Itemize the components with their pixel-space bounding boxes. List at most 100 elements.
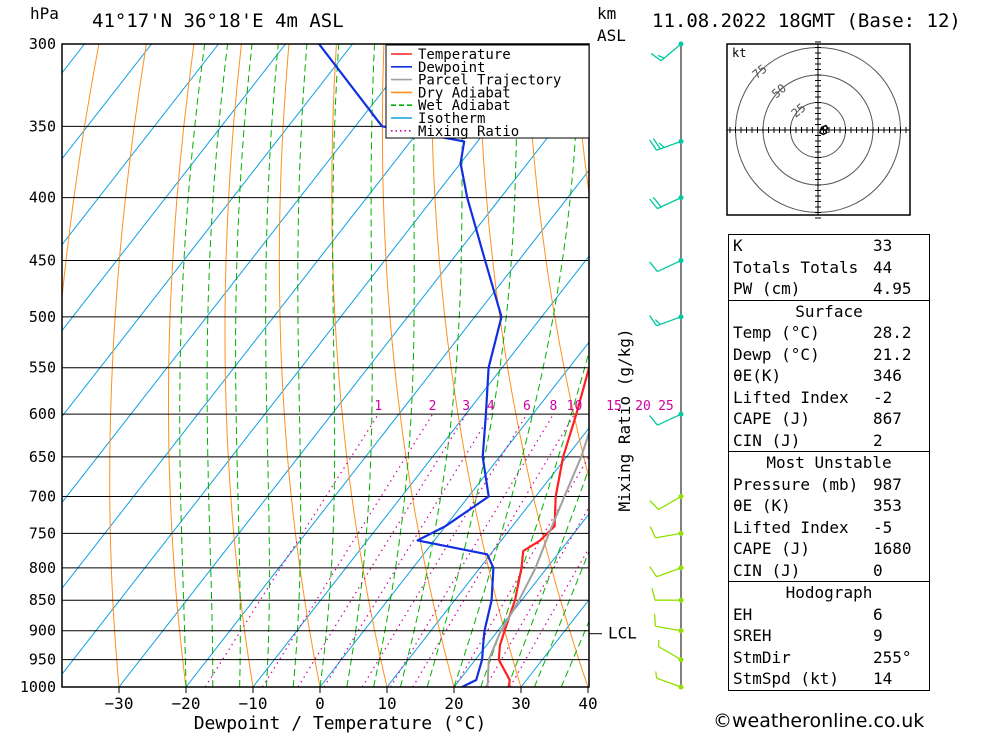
wind-barb-shaft: [656, 140, 682, 151]
legend-label: Parcel Trajectory: [418, 73, 561, 89]
isotherm-line: [0, 44, 18, 687]
wind-barb-shaft: [658, 646, 682, 661]
isotherm-line: [386, 427, 589, 687]
unstable-index-label: CAPE (J): [733, 539, 811, 558]
mixing-ratio-label: 2: [429, 399, 437, 414]
legend-box: [385, 44, 590, 139]
x-tick-label: −10: [239, 694, 268, 713]
surface-index-value: 867: [873, 409, 902, 428]
x-tick-label: 20: [444, 694, 463, 713]
isotherm-line: [453, 513, 589, 687]
x-tick-label: 30: [511, 694, 530, 713]
wind-barb-feather: [650, 52, 662, 62]
parcel-trajectory: [486, 429, 589, 687]
wind-barb-shaft: [656, 316, 682, 327]
wind-barb-shaft: [657, 197, 682, 210]
surface-index-label: Dewp (°C): [733, 344, 820, 364]
general-index-row: PW (cm) 4.95: [729, 278, 929, 300]
wind-barb-feather: [653, 613, 657, 627]
wind-barb-shaft: [656, 677, 682, 688]
general-index-value: 33: [873, 236, 893, 255]
dewpoint-profile: [318, 44, 503, 687]
forecast-datetime: 11.08.2022 18GMT (Base: 12): [652, 10, 961, 32]
unstable-index-row: Pressure (mb) 987: [729, 474, 929, 496]
x-tick-label: −30: [105, 694, 134, 713]
pressure-tick-label: 500: [29, 308, 56, 326]
wind-barb-shaft: [655, 625, 682, 632]
mixing-ratio-label: 10: [567, 399, 583, 414]
wind-barb-feather: [649, 566, 658, 578]
wind-barb-shaft: [655, 532, 682, 539]
pressure-tick-label: 650: [29, 448, 56, 466]
mixing-ratio-line: [323, 413, 492, 687]
unstable-index-row: CIN (J) 0: [729, 560, 929, 582]
wind-barb-feather: [649, 198, 658, 210]
unstable-index-label: Lifted Index: [733, 517, 849, 537]
x-tick-label: 0: [315, 694, 325, 713]
most-unstable-indices: Pressure (mb) 987 θE (K) 353 Lifted Index -5 C…: [729, 474, 929, 582]
wind-barb: [649, 494, 684, 511]
y-axis-title: Mixing Ratio (g/kg): [615, 328, 634, 511]
hodograph-index-row: StmDir 255°: [729, 647, 929, 669]
unstable-index-label: CIN (J): [733, 560, 801, 580]
wind-barb-feather: [652, 138, 661, 150]
mixing-ratio-label: 1: [374, 399, 382, 414]
surface-index-label: Temp (°C): [733, 323, 820, 342]
dry-adiabat-line: [954, 44, 1000, 687]
mixing-ratio-label: 4: [487, 399, 495, 414]
height-unit-km: km: [597, 4, 617, 23]
hodograph-index-value: 9: [873, 626, 883, 645]
wind-barb: [657, 639, 684, 663]
wind-barb-shaft: [657, 259, 682, 273]
lcl-label: LCL: [608, 624, 637, 643]
wet-adiabat-line: [265, 44, 279, 687]
credit-text: ©weatheronline.co.uk: [713, 710, 925, 732]
wind-barb-column: [649, 41, 684, 690]
isotherm-line: [252, 255, 589, 687]
general-index-row: K 33: [729, 235, 929, 257]
surface-index-row: θE(K) 346: [729, 365, 929, 387]
hodograph-index-label: EH: [733, 604, 753, 624]
unstable-index-row: CAPE (J) 1680: [729, 538, 929, 560]
wind-barb-shaft: [660, 43, 682, 62]
wind-barb: [655, 671, 684, 690]
wind-barb: [649, 565, 684, 578]
pressure-tick-label: 700: [29, 488, 56, 506]
legend-label: Mixing Ratio: [418, 124, 519, 140]
surface-index-row: CAPE (J) 867: [729, 408, 929, 430]
x-tick-label: 10: [377, 694, 396, 713]
wind-barb-feather: [649, 261, 658, 272]
surface-index-label: CAPE (J): [733, 409, 811, 428]
wind-barb-shaft: [658, 495, 682, 511]
surface-index-value: 346: [873, 366, 902, 385]
hodograph-index-row: StmSpd (kt) 14: [729, 668, 929, 690]
general-index-value: 4.95: [873, 279, 912, 298]
pressure-tick-label: 600: [29, 405, 56, 423]
unstable-index-value: 987: [873, 474, 902, 494]
wind-barb-feather: [655, 319, 661, 325]
hodograph-index-row: EH 6: [729, 604, 929, 626]
surface-index-row: Temp (°C) 28.2: [729, 322, 929, 344]
mixing-ratio-label: 6: [523, 399, 531, 414]
isotherm-line: [319, 341, 589, 687]
wind-barb-shaft: [656, 567, 682, 578]
x-tick-label: 40: [578, 694, 597, 713]
hodograph-unit-label: kt: [732, 46, 746, 60]
mixing-ratio-line: [297, 413, 467, 687]
wind-barb-feather: [655, 671, 658, 679]
wind-barb: [653, 613, 684, 634]
unstable-index-value: 353: [873, 496, 902, 515]
surface-index-row: Lifted Index -2: [729, 387, 929, 409]
pressure-tick-label: 350: [29, 117, 56, 135]
dry-adiabat-line: [573, 44, 589, 197]
wind-barb: [649, 411, 684, 426]
wind-barb-feather: [649, 139, 658, 151]
wind-barb-feather: [649, 526, 656, 539]
wet-adiabat-line: [507, 467, 589, 687]
surface-index-row: Dewp (°C) 21.2: [729, 344, 929, 366]
mixing-ratio-label: 25: [658, 399, 674, 414]
wet-adiabat-line: [235, 44, 253, 687]
surface-index-label: CIN (J): [733, 430, 801, 450]
wind-barb: [651, 588, 684, 603]
